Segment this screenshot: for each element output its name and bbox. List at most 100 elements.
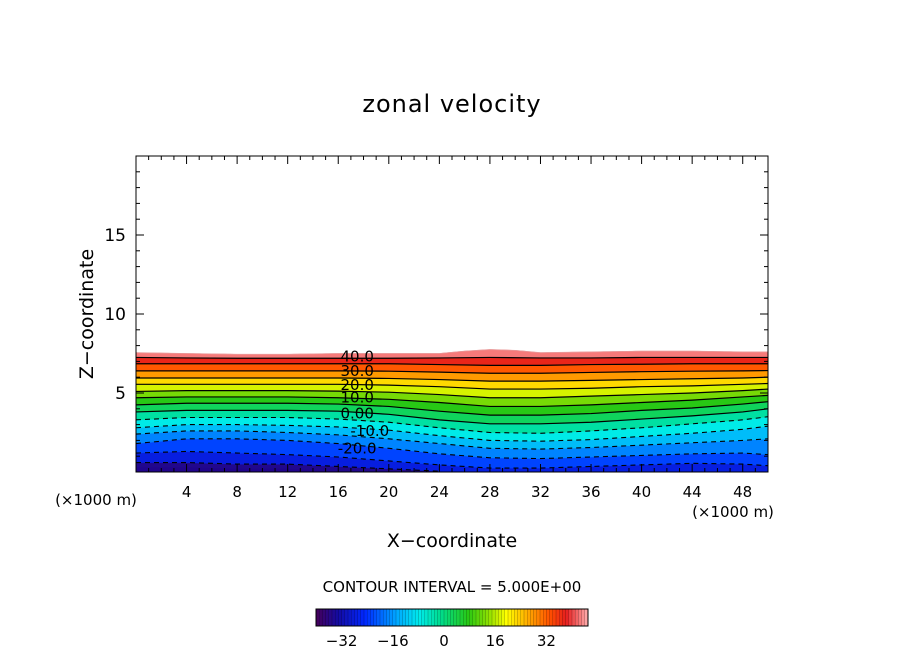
colorbar-cell	[399, 609, 403, 626]
colorbar-cell	[572, 609, 576, 626]
contour-line	[136, 424, 768, 442]
colorbar-cell	[348, 609, 352, 626]
colorbar-cell	[412, 609, 416, 626]
colorbar-cell	[530, 609, 534, 626]
colorbar-cell	[511, 609, 515, 626]
contour-line	[136, 430, 768, 450]
colorbar-cell	[517, 609, 522, 626]
colorbar-frame	[315, 608, 589, 627]
colorbar-cell	[479, 609, 483, 626]
x-tick-label: 32	[531, 483, 550, 501]
x-tick-label: 24	[430, 483, 449, 501]
colorbar-cell	[460, 609, 464, 626]
contour-line	[136, 363, 768, 366]
colorbar-cell	[341, 609, 346, 626]
colorbar-cell	[488, 609, 493, 626]
contour-interval-text: CONTOUR INTERVAL = 5.000E+00	[323, 578, 582, 596]
colorbar-cell	[316, 609, 320, 626]
colorbar-cell	[380, 609, 384, 626]
colorbar-tick-label: 0	[439, 632, 449, 650]
contour-labels: 40.030.020.010.00.00-10.0-20.0	[338, 348, 389, 458]
colorbar-cell	[322, 609, 326, 626]
colorbar-cell	[533, 609, 538, 626]
colorbar-cell	[431, 609, 435, 626]
colorbar-cell	[492, 609, 496, 626]
colorbar-cell	[575, 609, 579, 626]
colorbar-cell	[344, 609, 349, 626]
colorbar-tick-label: 32	[537, 632, 556, 650]
contour-line	[136, 369, 768, 374]
colorbar-cell	[482, 609, 486, 626]
colorbar-cell	[581, 609, 586, 626]
y-tick-label: 5	[115, 384, 126, 404]
y-tick-label: 15	[104, 226, 126, 246]
colorbar-cell	[396, 609, 400, 626]
colorbar-cell	[405, 609, 410, 626]
colorbar-cell	[578, 609, 582, 626]
contour-line	[136, 401, 768, 416]
colorbar-cell	[498, 609, 502, 626]
contour-line	[136, 382, 768, 390]
colorbar-cell	[453, 609, 458, 626]
colorbar-tick-label: −32	[326, 632, 358, 650]
colorbar-cell	[434, 609, 438, 626]
colorbar-cell	[508, 609, 512, 626]
colorbar-cell	[376, 609, 381, 626]
x-tick-label: 20	[379, 483, 398, 501]
colorbar-cell	[389, 609, 394, 626]
contour-label: -10.0	[350, 422, 389, 440]
colorbar-cell	[424, 609, 429, 626]
colorbar-cell	[444, 609, 448, 626]
colorbar-cell	[476, 609, 480, 626]
colorbar-cell	[501, 609, 506, 626]
colorbar-cell	[463, 609, 467, 626]
colorbar-cell	[469, 609, 474, 626]
contour-line	[136, 416, 768, 434]
contour-line	[136, 356, 768, 359]
colorbar-cell	[495, 609, 499, 626]
contour-label: 30.0	[340, 362, 373, 380]
contour-line	[136, 394, 768, 408]
colorbar-cell	[504, 609, 509, 626]
x-tick-label: 28	[480, 483, 499, 501]
x-tick-label: 12	[278, 483, 297, 501]
colorbar-cell	[527, 609, 531, 626]
colorbar-cell	[584, 609, 589, 626]
colorbar-cell	[562, 609, 566, 626]
chart-title: zonal velocity	[362, 90, 541, 118]
x-tick-label: 48	[733, 483, 752, 501]
contour-label: 0.00	[340, 405, 373, 423]
colorbar-cell	[367, 609, 371, 626]
contour-label: 20.0	[340, 376, 373, 394]
colorbar-cell	[383, 609, 387, 626]
x-unit-left: (×1000 m)	[55, 491, 137, 509]
colorbar: −32 −16 0 16 32	[315, 608, 589, 650]
colorbar-cell	[418, 609, 422, 626]
colorbar-cell	[559, 609, 563, 626]
colorbar-cell	[319, 609, 323, 626]
colorbar-cell	[392, 609, 397, 626]
colorbar-cell	[540, 609, 544, 626]
colorbar-cell	[428, 609, 432, 626]
colorbar-cell	[549, 609, 554, 626]
x-tick-label: 44	[683, 483, 702, 501]
contour-line	[136, 388, 768, 399]
colorbar-cell	[472, 609, 477, 626]
colorbar-cell	[373, 609, 378, 626]
colorbar-cell	[440, 609, 445, 626]
colorbar-cell	[421, 609, 426, 626]
contour-line	[136, 438, 768, 460]
velocity-field	[136, 349, 768, 472]
colorbar-cell	[364, 609, 368, 626]
x-axis-label: X−coordinate	[387, 530, 517, 552]
x-tick-label: 16	[329, 483, 348, 501]
colorbar-cell	[447, 609, 451, 626]
colorbar-cell	[328, 609, 333, 626]
colorbar-cell	[351, 609, 355, 626]
colorbar-tick-label: 16	[486, 632, 505, 650]
contour-line	[136, 450, 768, 469]
colorbar-cell	[456, 609, 461, 626]
colorbar-cell	[543, 609, 547, 626]
colorbar-cell	[325, 609, 330, 626]
contour-label: 10.0	[340, 389, 373, 407]
